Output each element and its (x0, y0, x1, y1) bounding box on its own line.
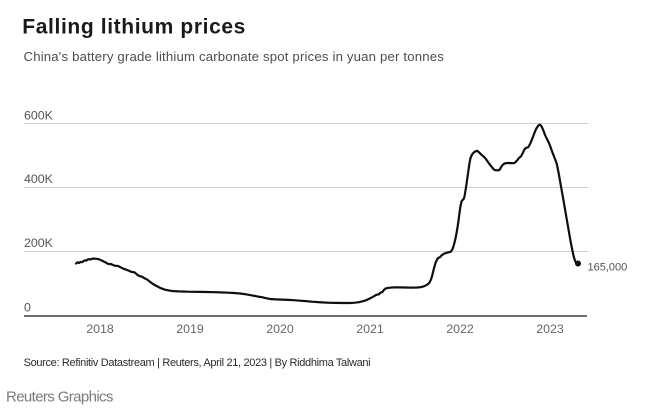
svg-text:600K: 600K (24, 109, 54, 123)
svg-text:2023: 2023 (536, 322, 564, 336)
svg-text:0: 0 (24, 301, 31, 315)
svg-text:2021: 2021 (356, 322, 384, 336)
svg-text:Source: Refinitiv Datastream |: Source: Refinitiv Datastream | Reuters, … (24, 357, 371, 369)
svg-text:400K: 400K (24, 172, 54, 186)
svg-text:2018: 2018 (86, 322, 114, 336)
svg-text:2022: 2022 (446, 322, 474, 336)
svg-text:Falling lithium prices: Falling lithium prices (22, 15, 246, 38)
svg-text:China's battery grade lithium: China's battery grade lithium carbonate … (24, 49, 445, 64)
svg-text:200K: 200K (24, 236, 54, 250)
svg-text:165,000: 165,000 (588, 262, 628, 274)
svg-text:2020: 2020 (266, 322, 294, 336)
svg-text:2019: 2019 (176, 322, 204, 336)
svg-text:Reuters Graphics: Reuters Graphics (6, 389, 113, 406)
